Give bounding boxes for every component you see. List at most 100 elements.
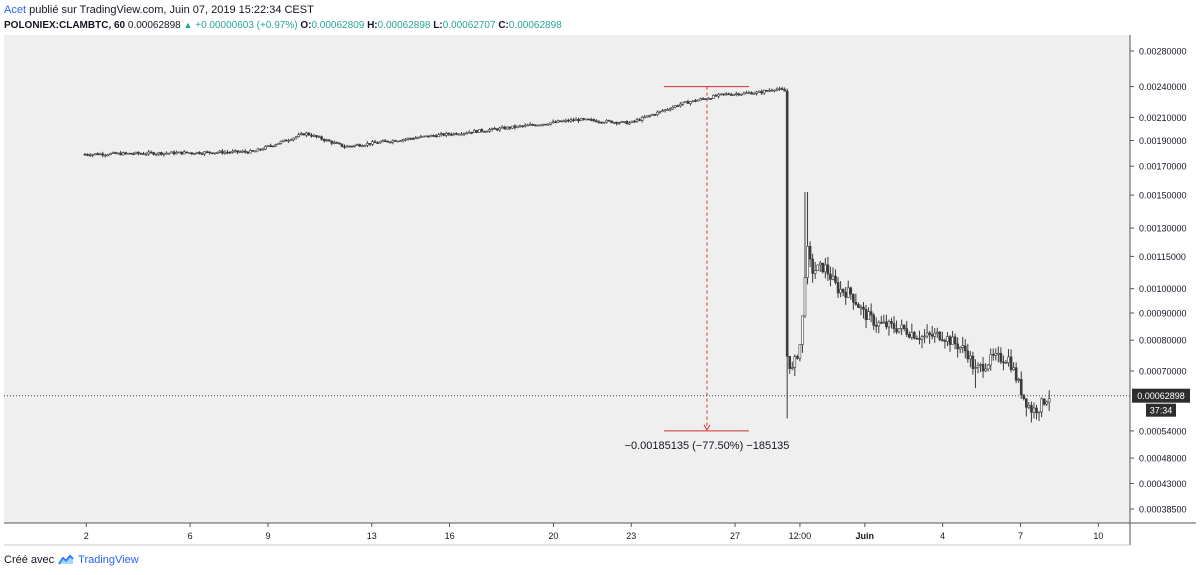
candle-body <box>335 142 339 144</box>
candle-body <box>330 140 334 144</box>
candle-body <box>251 150 255 152</box>
candle-body <box>966 350 970 360</box>
last-price-tag-text: 0.00062898 <box>1137 391 1185 401</box>
candle-body <box>643 116 647 119</box>
candle-body <box>699 98 702 101</box>
candle-body <box>534 124 537 127</box>
candle-body <box>768 89 771 92</box>
candle-body <box>348 145 351 148</box>
candle-body <box>620 121 624 123</box>
candle-body <box>689 101 692 104</box>
candle-body <box>701 98 705 100</box>
footer: Créé avec TradingView <box>4 554 139 566</box>
candle-body <box>399 140 402 143</box>
candle-body <box>383 140 387 142</box>
candle-body <box>450 134 453 136</box>
candle-body <box>712 95 715 99</box>
candle-body <box>261 148 265 151</box>
candle-body <box>416 137 420 139</box>
candle-body <box>259 148 262 151</box>
candle-body <box>350 145 354 148</box>
triangle-up-icon: ▲ <box>183 20 193 30</box>
candle-body <box>836 282 840 294</box>
candle-body <box>653 114 657 116</box>
candle-body <box>483 131 486 133</box>
candle-body <box>628 122 631 125</box>
price-tick-label: 0.00090000 <box>1139 308 1187 318</box>
candle-body <box>902 324 906 329</box>
candle-body <box>195 151 199 154</box>
price-tick-label: 0.00080000 <box>1139 336 1187 346</box>
candle-body <box>757 91 761 93</box>
candle-body <box>386 140 390 143</box>
candle-body <box>439 133 443 135</box>
candle-body <box>872 314 875 326</box>
candle-body <box>406 137 410 140</box>
candle-body <box>317 136 321 138</box>
candle-body <box>605 120 608 123</box>
candle-body <box>907 334 911 338</box>
candle-body <box>770 89 774 92</box>
candle-body <box>589 119 593 121</box>
candle-body <box>366 143 369 146</box>
candle-body <box>696 99 700 102</box>
candle-body <box>249 150 252 154</box>
candle-body <box>124 152 128 154</box>
candle-body <box>256 148 260 152</box>
candle-body <box>648 115 652 117</box>
price-tick-label: 0.00170000 <box>1139 162 1187 172</box>
candle-body <box>312 135 316 137</box>
candle-body <box>279 141 283 144</box>
candle-body <box>579 118 583 122</box>
candle-body <box>1004 362 1008 365</box>
price-tick-label: 0.00210000 <box>1139 113 1187 123</box>
candle-body <box>755 91 758 94</box>
last-price-line: 0.00062898 37:34 <box>4 388 1190 417</box>
symbol-info-bar: POLONIEX:CLAMBTC, 60 0.00062898 ▲ +0.000… <box>4 18 562 33</box>
candle-body <box>394 140 397 142</box>
symbol-name[interactable]: POLONIEX:CLAMBTC, 60 <box>4 20 126 31</box>
candle-body <box>686 101 690 104</box>
candle-body <box>536 124 540 127</box>
candle-body <box>274 144 278 147</box>
candle-body <box>424 135 428 138</box>
candle-body <box>780 88 784 90</box>
candle-body <box>584 118 588 121</box>
candle-body <box>612 121 616 124</box>
candle-body <box>241 150 245 153</box>
candle-body <box>355 144 359 146</box>
candle-body <box>635 119 639 122</box>
candle-body <box>480 129 484 132</box>
candle-body <box>427 135 430 138</box>
candle-body <box>106 154 110 157</box>
candle-body <box>1040 398 1043 413</box>
plot-area <box>4 35 1130 523</box>
candle-body <box>874 325 878 327</box>
candle-body <box>948 336 952 345</box>
candle-body <box>798 344 802 359</box>
candle-body <box>846 287 850 298</box>
candle-body <box>1030 405 1033 413</box>
candle-body <box>338 142 341 145</box>
candle-body <box>679 103 682 107</box>
candle-body <box>762 90 766 94</box>
candle-body <box>277 143 280 145</box>
time-tick-label: 16 <box>445 531 455 541</box>
candle-body <box>694 100 697 102</box>
tradingview-logo-icon <box>58 555 74 565</box>
candle-body <box>930 334 934 337</box>
candle-body <box>1002 361 1005 364</box>
candle-body <box>854 301 858 305</box>
candle-body <box>806 246 809 278</box>
time-tick-label: 20 <box>548 531 558 541</box>
candle-body <box>404 138 407 141</box>
author-link[interactable]: Acet <box>4 4 27 16</box>
candle-body <box>961 345 965 348</box>
candle-body <box>974 367 977 369</box>
candle-body <box>297 134 301 137</box>
measure-tool[interactable]: −0.00185135 (−77.50%) −185135 <box>625 86 790 452</box>
footer-brand[interactable]: TradingView <box>78 554 139 566</box>
candle-body <box>142 153 145 155</box>
price-tick-label: 0.00130000 <box>1139 224 1187 234</box>
